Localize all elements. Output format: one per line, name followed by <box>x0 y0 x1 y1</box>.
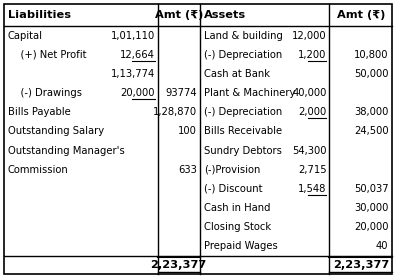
Text: 24,500: 24,500 <box>354 126 388 136</box>
Text: Plant & Machinery: Plant & Machinery <box>204 88 295 98</box>
Text: 100: 100 <box>178 126 197 136</box>
Text: (-) Depreciation: (-) Depreciation <box>204 107 282 117</box>
Text: 30,000: 30,000 <box>354 203 388 213</box>
Text: 1,548: 1,548 <box>298 184 326 194</box>
Text: 12,000: 12,000 <box>292 31 326 41</box>
Text: (-) Drawings: (-) Drawings <box>8 88 82 98</box>
Text: 2,000: 2,000 <box>298 107 326 117</box>
Text: Bills Payable: Bills Payable <box>8 107 71 117</box>
Text: 50,000: 50,000 <box>354 69 388 79</box>
Text: 20,000: 20,000 <box>120 88 155 98</box>
Text: 10,800: 10,800 <box>354 50 388 60</box>
Text: 1,28,870: 1,28,870 <box>152 107 197 117</box>
Text: Bills Receivable: Bills Receivable <box>204 126 282 136</box>
Text: 40: 40 <box>376 241 388 251</box>
Text: (-) Discount: (-) Discount <box>204 184 262 194</box>
Text: 93774: 93774 <box>165 88 197 98</box>
Text: Prepaid Wages: Prepaid Wages <box>204 241 278 251</box>
Text: 1,13,774: 1,13,774 <box>110 69 155 79</box>
Text: Closing Stock: Closing Stock <box>204 222 271 232</box>
Text: 40,000: 40,000 <box>292 88 326 98</box>
Text: Outstanding Salary: Outstanding Salary <box>8 126 104 136</box>
Text: Amt (₹): Amt (₹) <box>154 10 203 20</box>
Text: 12,664: 12,664 <box>120 50 155 60</box>
Text: Amt (₹): Amt (₹) <box>337 10 385 20</box>
Text: Cash at Bank: Cash at Bank <box>204 69 270 79</box>
Text: Capital: Capital <box>8 31 43 41</box>
Text: 54,300: 54,300 <box>292 146 326 156</box>
Text: Assets: Assets <box>204 10 246 20</box>
Text: Commission: Commission <box>8 165 69 175</box>
Text: Outstanding Manager's: Outstanding Manager's <box>8 146 125 156</box>
Text: 1,01,110: 1,01,110 <box>110 31 155 41</box>
Text: Land & building: Land & building <box>204 31 283 41</box>
Text: 20,000: 20,000 <box>354 222 388 232</box>
Text: (-) Depreciation: (-) Depreciation <box>204 50 282 60</box>
Text: 50,037: 50,037 <box>354 184 388 194</box>
Text: Cash in Hand: Cash in Hand <box>204 203 270 213</box>
Text: 2,715: 2,715 <box>298 165 326 175</box>
Text: 2,23,377: 2,23,377 <box>333 260 389 270</box>
Text: (-)Provision: (-)Provision <box>204 165 260 175</box>
Text: Liabilities: Liabilities <box>8 10 71 20</box>
Text: 633: 633 <box>178 165 197 175</box>
Text: (+) Net Profit: (+) Net Profit <box>8 50 87 60</box>
Text: Sundry Debtors: Sundry Debtors <box>204 146 281 156</box>
Text: 38,000: 38,000 <box>354 107 388 117</box>
Text: 2,23,377: 2,23,377 <box>150 260 207 270</box>
Text: 1,200: 1,200 <box>298 50 326 60</box>
